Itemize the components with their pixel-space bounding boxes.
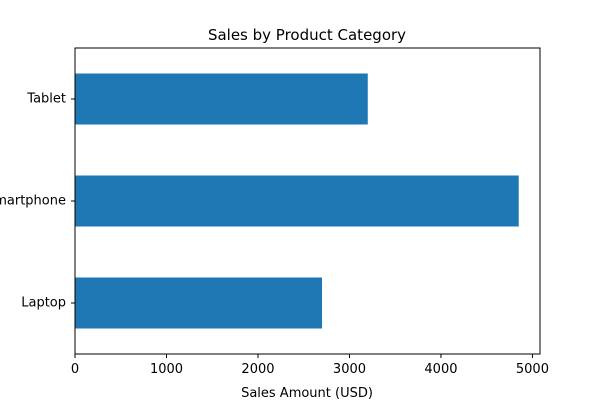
x-axis-ticks: 0 1000 2000 3000 4000 5000 — [71, 354, 549, 377]
bar-tablet — [75, 73, 368, 125]
bar-smartphone — [75, 175, 519, 227]
y-tick-label-smartphone: martphone — [0, 194, 66, 209]
x-tick-label-3000: 3000 — [333, 362, 366, 377]
x-tick-label-0: 0 — [71, 362, 79, 377]
y-axis-ticks: Laptop martphone Tablet — [0, 92, 75, 311]
x-tick-label-1000: 1000 — [150, 362, 183, 377]
x-axis-label: Sales Amount (USD) — [241, 386, 373, 400]
chart-title: Sales by Product Category — [208, 26, 406, 44]
x-tick-label-4000: 4000 — [424, 362, 457, 377]
y-tick-label-laptop: Laptop — [21, 296, 66, 311]
plot-frame — [74, 47, 541, 355]
x-tick-label-5000: 5000 — [516, 362, 549, 377]
bars-group — [75, 73, 519, 329]
x-tick-label-2000: 2000 — [241, 362, 274, 377]
y-tick-label-tablet: Tablet — [26, 92, 66, 107]
bar-laptop — [75, 277, 323, 329]
